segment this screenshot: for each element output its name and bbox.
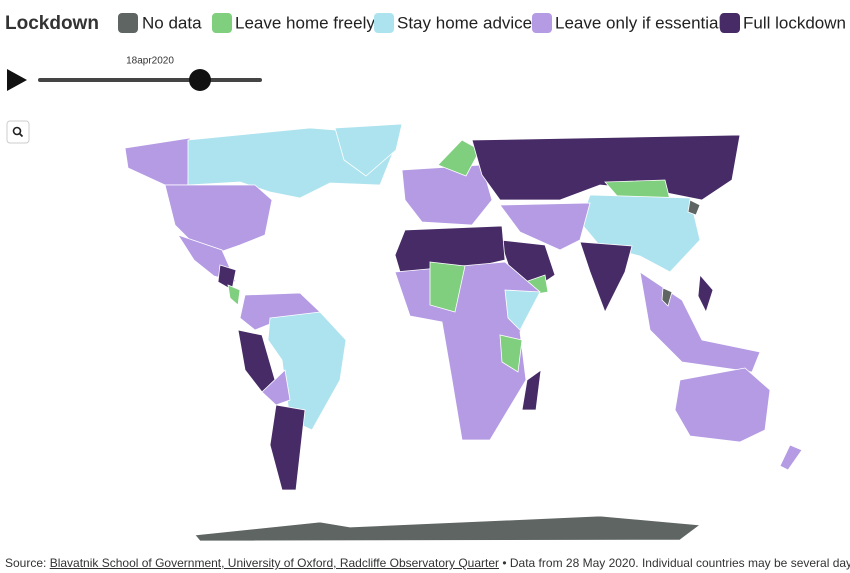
country <box>779 444 803 471</box>
country <box>661 287 673 307</box>
country <box>124 137 191 186</box>
country <box>499 202 591 251</box>
country <box>269 404 306 491</box>
country <box>579 241 633 313</box>
country <box>227 284 241 306</box>
country <box>687 199 701 216</box>
country <box>471 134 741 201</box>
country <box>504 289 541 331</box>
legend-swatch <box>212 13 232 33</box>
legend-label: Stay home advice <box>397 13 532 32</box>
country <box>261 369 291 406</box>
country <box>334 123 403 177</box>
map-chart: Lockdown No data Leave home freely Stay … <box>5 13 846 542</box>
slider-knob[interactable] <box>189 69 211 91</box>
source-prefix: Source: <box>5 556 47 570</box>
world-map <box>124 123 803 542</box>
country <box>194 515 702 542</box>
legend-label: Leave only if essential <box>555 13 722 32</box>
legend-label: No data <box>142 13 202 32</box>
legend-swatch <box>374 13 394 33</box>
legend-swatch <box>720 13 740 33</box>
country <box>521 369 542 411</box>
source-suffix: • Data from 28 May 2020. Individual coun… <box>502 556 850 570</box>
title: Lockdown <box>5 13 99 34</box>
country <box>394 261 541 441</box>
legend-label: Full lockdown <box>743 13 846 32</box>
slider-label: 18apr2020 <box>126 56 174 67</box>
country <box>674 367 771 443</box>
country <box>429 261 466 313</box>
legend-swatch <box>532 13 552 33</box>
country <box>697 274 714 314</box>
legend-swatch <box>118 13 138 33</box>
country <box>164 184 273 253</box>
country <box>499 334 523 373</box>
play-button[interactable] <box>7 69 27 91</box>
source-link[interactable]: Blavatnik School of Government, Universi… <box>49 556 499 570</box>
legend-label: Leave home freely <box>235 13 375 32</box>
source-note: Source: Blavatnik School of Government, … <box>5 556 850 570</box>
legend: No data Leave home freely Stay home advi… <box>118 13 846 33</box>
search-button[interactable] <box>6 120 30 144</box>
country <box>401 164 493 226</box>
country <box>217 264 237 291</box>
